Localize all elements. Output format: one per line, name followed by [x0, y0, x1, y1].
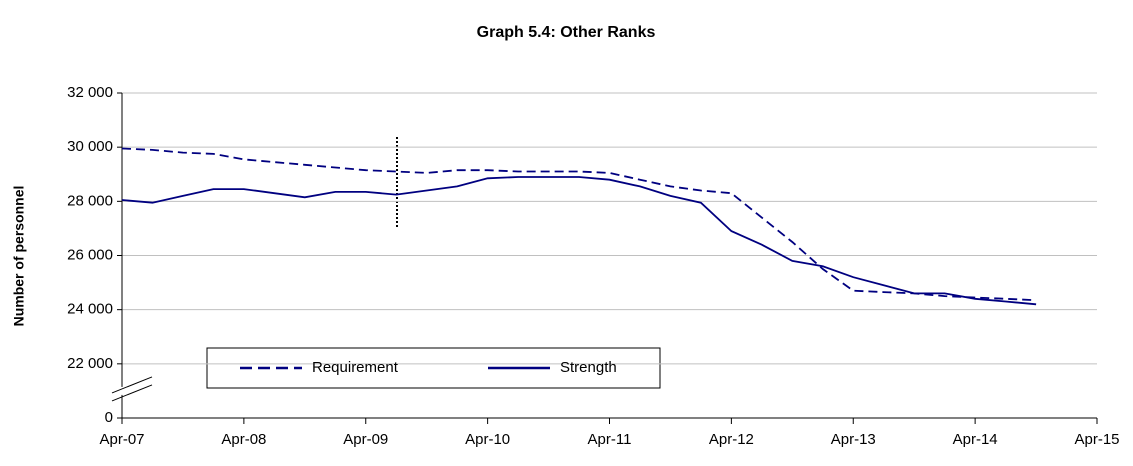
series-line: [121, 147, 1037, 302]
series-line: [121, 176, 1037, 306]
x-tick-label: Apr-13: [831, 431, 876, 448]
x-tick-label: Apr-10: [465, 431, 510, 448]
legend-label: Strength: [560, 359, 617, 376]
y-axis-title: Number of personnel: [11, 186, 27, 327]
x-tick-label: Apr-12: [709, 431, 754, 448]
legend-label: Requirement: [312, 359, 399, 376]
axis-break: [111, 376, 153, 394]
y-tick-label: 26 000: [67, 246, 113, 263]
x-tick-label: Apr-08: [221, 431, 266, 448]
x-tick-label: Apr-15: [1074, 431, 1119, 448]
x-tick-label: Apr-14: [953, 431, 998, 448]
chart-title: Graph 5.4: Other Ranks: [477, 24, 656, 41]
y-tick-label: 30 000: [67, 138, 113, 155]
y-tick-label: 0: [105, 409, 113, 426]
y-tick-label: 28 000: [67, 192, 113, 209]
y-tick-label: 22 000: [67, 355, 113, 372]
axis-break: [111, 384, 153, 402]
x-tick-label: Apr-07: [99, 431, 144, 448]
y-tick-label: 32 000: [67, 84, 113, 101]
y-tick-label: 24 000: [67, 301, 113, 318]
axis-break-gap: [119, 386, 125, 395]
x-tick-label: Apr-11: [588, 431, 632, 448]
x-tick-label: Apr-09: [343, 431, 388, 448]
